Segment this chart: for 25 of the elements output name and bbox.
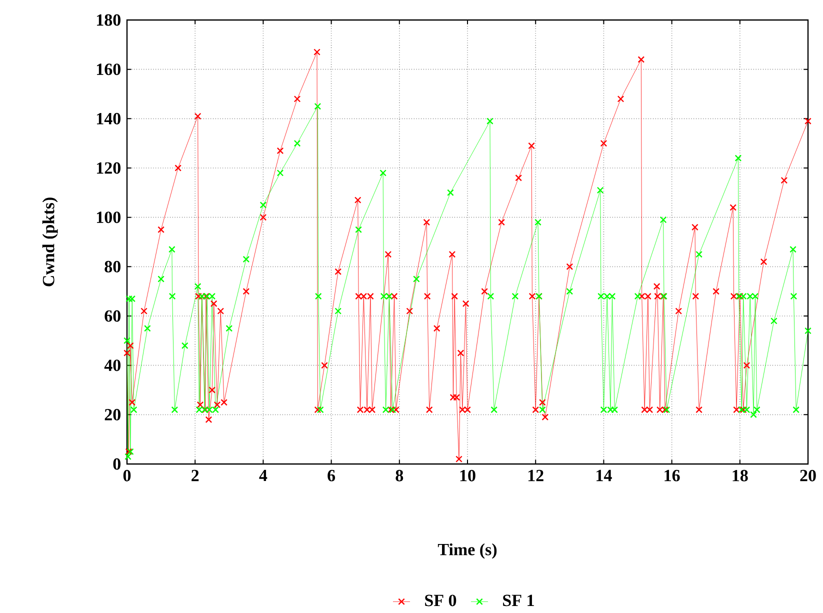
y-tick-label: 40: [104, 360, 120, 372]
legend-label: SF 0: [425, 594, 456, 606]
x-tick-label: 4: [259, 470, 268, 482]
x-tick-label: 10: [460, 470, 476, 482]
y-tick-label: 80: [104, 260, 120, 272]
x-tick-label: 0: [123, 470, 131, 482]
legend-label: SF 1: [503, 594, 534, 606]
x-tick-label: 2: [192, 470, 199, 482]
y-axis-title: Cwnd (pkts): [42, 198, 58, 286]
x-axis-title: Time (s): [438, 543, 497, 559]
y-tick-label: 20: [104, 408, 120, 420]
x-tick-label: 14: [596, 470, 612, 482]
x-tick-label: 18: [732, 470, 748, 482]
x-tick-label: 8: [396, 470, 404, 482]
y-tick-label: 0: [113, 458, 120, 470]
x-tick-label: 20: [800, 470, 816, 482]
y-tick-label: 140: [96, 112, 120, 124]
y-tick-label: 60: [104, 310, 120, 322]
y-tick-label: 180: [96, 14, 120, 26]
y-tick-label: 120: [96, 162, 120, 174]
x-tick-label: 12: [528, 470, 544, 482]
y-tick-label: 100: [96, 212, 120, 224]
x-tick-label: 16: [664, 470, 680, 482]
y-tick-label: 160: [96, 64, 120, 76]
x-tick-label: 6: [328, 470, 336, 482]
